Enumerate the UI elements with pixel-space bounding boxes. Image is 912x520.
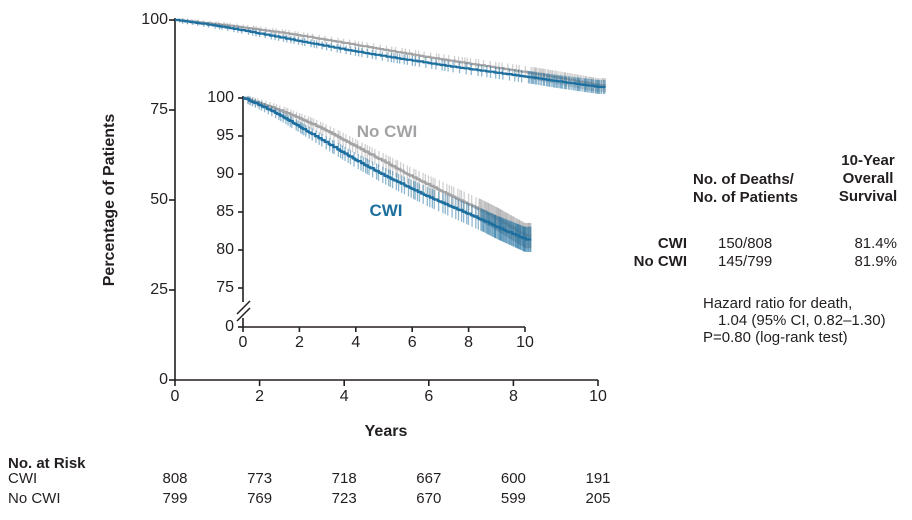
deaths-header-line1: No. of Deaths/ — [693, 171, 794, 188]
risk-value: 718 — [331, 470, 357, 487]
main-y-tick-label: 75 — [150, 101, 168, 118]
hazard-ratio-line3: P=0.80 (log-rank test) — [703, 329, 848, 346]
summary-row-nocwi-deaths: 145/799 — [718, 253, 773, 270]
survival-header-line3: Survival — [838, 188, 898, 205]
main-x-tick-label: 4 — [339, 388, 349, 405]
risk-value: 808 — [162, 470, 188, 487]
main-x-tick-label: 0 — [170, 388, 180, 405]
risk-value: 600 — [500, 470, 526, 487]
summary-row-cwi-survival: 81.4% — [854, 235, 897, 252]
main-y-tick-label: 50 — [150, 191, 168, 208]
risk-row-cwi-label: CWI — [8, 470, 38, 487]
risk-table-title: No. at Risk — [8, 455, 86, 472]
x-axis-title: Years — [364, 423, 408, 440]
summary-row-nocwi-label: No CWI — [633, 253, 687, 270]
inset-y-tick-label: 75 — [216, 279, 234, 296]
summary-row-cwi-label: CWI — [657, 235, 687, 252]
inset-x-tick-label: 8 — [464, 334, 474, 351]
main-y-tick-label: 0 — [159, 371, 168, 388]
y-axis-title: Percentage of Patients — [101, 113, 118, 287]
risk-value: 773 — [247, 470, 273, 487]
main-x-tick-label: 8 — [508, 388, 518, 405]
hazard-ratio-line2: 1.04 (95% CI, 0.82–1.30) — [718, 312, 886, 329]
inset-x-tick-label: 2 — [294, 334, 304, 351]
summary-row-nocwi-survival: 81.9% — [854, 253, 897, 270]
summary-row-cwi-deaths: 150/808 — [718, 235, 773, 252]
inset-x-tick-label: 6 — [407, 334, 417, 351]
main-x-tick-label: 10 — [589, 388, 607, 405]
main-y-tick-label: 25 — [150, 281, 168, 298]
inset-y-tick-label: 80 — [216, 241, 234, 258]
main-x-tick-label: 2 — [255, 388, 265, 405]
inset-y-tick-label: 100 — [207, 89, 234, 106]
inset-y-tick-label: 95 — [216, 127, 234, 144]
risk-row-nocwi-label: No CWI — [8, 490, 61, 507]
survival-header-line1: 10-Year — [841, 152, 895, 169]
main-x-tick-label: 6 — [424, 388, 434, 405]
risk-value: 769 — [247, 490, 273, 507]
risk-value: 205 — [585, 490, 611, 507]
hazard-ratio-line1: Hazard ratio for death, — [703, 295, 853, 312]
main-y-tick-label: 100 — [141, 11, 168, 28]
inset-x-tick-label: 0 — [238, 334, 248, 351]
risk-value: 599 — [500, 490, 526, 507]
risk-value: 799 — [162, 490, 188, 507]
risk-value: 670 — [416, 490, 442, 507]
risk-value: 723 — [331, 490, 357, 507]
inset-y-tick-label: 0 — [225, 318, 234, 335]
inset-x-tick-label: 4 — [351, 334, 361, 351]
inset-y-tick-label: 90 — [216, 165, 234, 182]
curve-label-no-cwi: No CWI — [356, 122, 418, 141]
survival-header-line2: Overall — [842, 170, 894, 187]
inset-x-tick-label: 10 — [516, 334, 534, 351]
curve-label-cwi: CWI — [369, 201, 403, 220]
risk-value: 667 — [416, 470, 442, 487]
risk-value: 191 — [585, 470, 611, 487]
inset-y-tick-label: 85 — [216, 203, 234, 220]
deaths-header-line2: No. of Patients — [693, 189, 799, 206]
